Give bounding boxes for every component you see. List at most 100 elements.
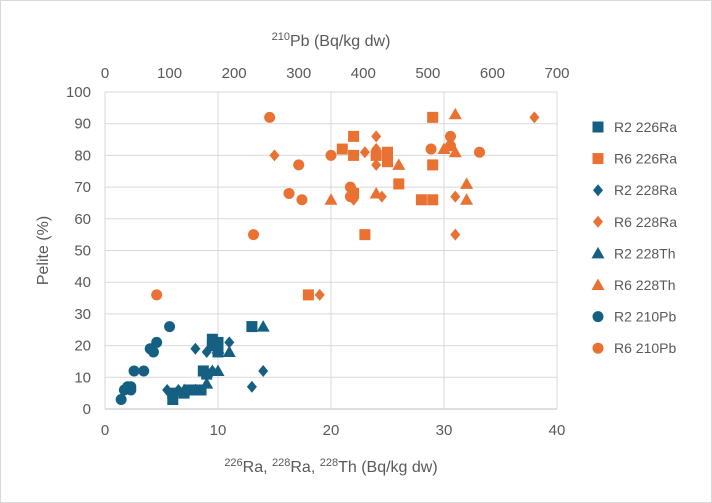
data-point (296, 194, 308, 206)
y-tick-label: 70 (74, 179, 91, 196)
bottom-x-tick-labels: 0 10 20 30 40 (101, 422, 566, 439)
legend-item: R2 226Ra (592, 119, 677, 135)
data-point (348, 149, 360, 161)
bottom-x-axis-title: 226Ra, 228Ra, 228Th (Bq/kg dw) (224, 457, 437, 476)
data-point (115, 393, 127, 405)
data-point (206, 333, 218, 345)
data-point (293, 159, 305, 171)
y-tick-label: 0 (83, 401, 91, 418)
data-point (151, 336, 163, 348)
legend-label: R6 210Pb (614, 340, 676, 356)
data-point (125, 381, 137, 393)
y-tick-label: 90 (74, 116, 91, 133)
series-r2-228th (177, 320, 270, 395)
legend-marker (593, 215, 603, 228)
data-point (314, 288, 325, 301)
data-point (369, 186, 383, 199)
legend-item: R6 228Ra (593, 214, 677, 230)
data-point (258, 364, 269, 377)
series-r6-210pb (151, 111, 486, 301)
bottom-x-tick-label: 30 (436, 422, 453, 439)
data-point (344, 191, 356, 203)
data-point (324, 193, 338, 205)
legend-label: R2 210Pb (614, 309, 676, 325)
data-point (256, 320, 270, 332)
data-point (188, 383, 202, 395)
data-point (448, 145, 462, 158)
data-point (392, 158, 406, 170)
data-point (450, 228, 461, 241)
data-point (448, 107, 462, 120)
top-x-tick-label: 300 (286, 65, 311, 82)
data-point (162, 383, 173, 396)
top-x-tick-label: 500 (415, 65, 440, 82)
y-tick-label: 50 (74, 243, 91, 260)
data-point (382, 146, 393, 158)
y-tick-label: 80 (74, 147, 91, 164)
data-point (200, 377, 214, 389)
legend-marker (592, 121, 604, 133)
data-point (177, 383, 191, 395)
data-point (167, 393, 179, 405)
data-point (201, 368, 213, 380)
data-point (302, 289, 314, 301)
data-point (224, 336, 235, 349)
data-point (344, 181, 356, 193)
series-r6-226ra (302, 111, 439, 301)
legend-item: R6 210Pb (592, 340, 676, 356)
data-point (167, 387, 179, 399)
data-point (359, 146, 370, 159)
data-point (460, 177, 474, 189)
bottom-x-tick-label: 20 (323, 422, 340, 439)
data-point (211, 342, 225, 354)
data-point (246, 321, 258, 333)
y-tick-label: 30 (74, 306, 91, 323)
data-point (128, 365, 140, 377)
data-point (269, 149, 280, 162)
legend-marker (593, 184, 603, 197)
top-x-axis-title: 210Pb (Bq/kg dw) (272, 31, 391, 50)
data-point (371, 130, 382, 143)
legend: R2 226Ra R6 226Ra R2 228Ra R6 228Ra R2 228Th… (591, 119, 677, 356)
bottom-x-tick-label: 0 (101, 422, 109, 439)
data-point (370, 149, 382, 161)
top-x-tick-label: 100 (157, 65, 182, 82)
legend-marker (592, 153, 604, 165)
legend-label: R2 228Ra (614, 182, 677, 198)
legend-label: R6 228Th (614, 277, 675, 293)
data-point (371, 143, 382, 156)
top-x-tick-label: 600 (480, 65, 505, 82)
legend-label: R6 228Ra (614, 214, 677, 230)
y-axis-title: Pelite (%) (35, 216, 52, 285)
data-point (206, 340, 218, 352)
top-x-tick-label: 700 (544, 65, 569, 82)
data-point (138, 365, 150, 377)
bottom-x-tick-label: 10 (210, 422, 227, 439)
y-tick-label: 10 (74, 369, 91, 386)
data-point (460, 193, 474, 205)
legend-marker (591, 246, 605, 259)
legend-item: R2 228Th (591, 245, 675, 261)
data-point (246, 380, 257, 393)
data-point (184, 384, 196, 396)
data-point (427, 111, 439, 123)
data-point (382, 156, 393, 168)
data-point (195, 384, 207, 396)
data-point (190, 342, 201, 355)
data-point (348, 130, 360, 142)
data-point (425, 143, 437, 155)
gridlines (104, 91, 558, 410)
data-point (164, 321, 176, 333)
data-point (444, 130, 456, 142)
data-point (211, 364, 225, 376)
legend-marker (591, 278, 605, 290)
top-x-tick-labels: 0 100 200 300 400 500 600 700 (101, 65, 570, 82)
data-point (450, 190, 461, 203)
top-x-tick-label: 200 (222, 65, 247, 82)
legend-item: R6 226Ra (592, 151, 677, 167)
y-tick-label: 60 (74, 211, 91, 228)
y-tick-label: 40 (74, 274, 91, 291)
data-point (444, 140, 456, 152)
